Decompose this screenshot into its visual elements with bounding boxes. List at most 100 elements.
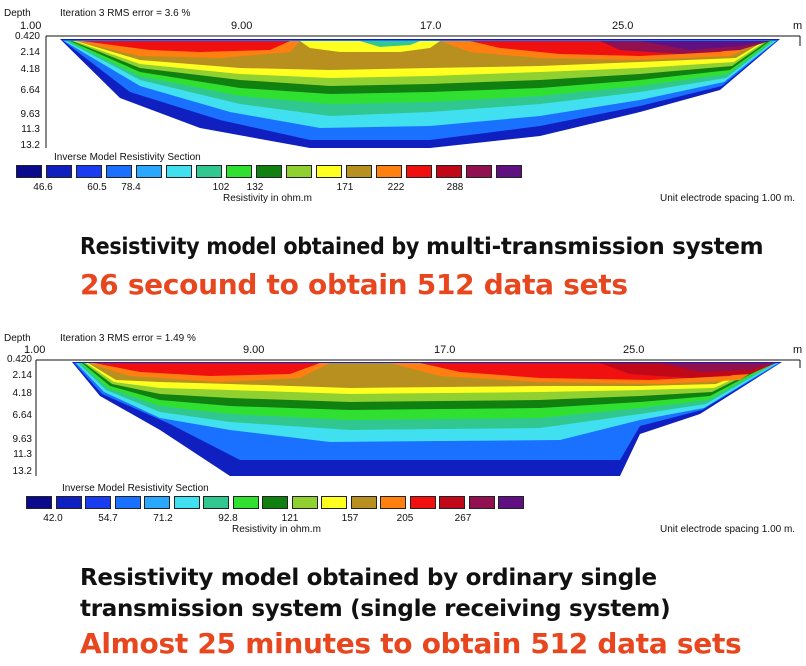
depth-tick: 13.2 bbox=[12, 466, 32, 477]
legend-value: 171 bbox=[336, 182, 354, 193]
legend-value: 46.6 bbox=[33, 182, 53, 193]
legend-swatch bbox=[316, 165, 342, 178]
legend-value: 92.8 bbox=[218, 513, 238, 524]
legend-swatch bbox=[409, 496, 436, 509]
legend-swatch bbox=[376, 165, 402, 178]
x-tick: 9.00 bbox=[243, 344, 265, 356]
legend-swatch bbox=[346, 165, 372, 178]
x-tick: 1.00 bbox=[20, 20, 42, 32]
caption-single-line1: Resistivity model obtained by ordinary s… bbox=[80, 565, 657, 591]
resistivity-section-1 bbox=[45, 35, 801, 148]
x-unit: m bbox=[793, 344, 803, 356]
legend-swatch bbox=[203, 496, 229, 509]
depth-tick: 0.420 bbox=[14, 31, 40, 42]
legend-swatch bbox=[406, 165, 432, 178]
depth-tick: 11.3 bbox=[21, 124, 40, 135]
depth-label: Depth bbox=[4, 8, 31, 19]
legend-swatch bbox=[466, 165, 492, 178]
depth-tick: 6.64 bbox=[12, 410, 32, 421]
legend-swatch bbox=[256, 165, 282, 178]
depth-label: Depth bbox=[4, 333, 31, 344]
legend-swatch bbox=[144, 496, 170, 509]
caption-single-line2: transmission system (single receiving sy… bbox=[80, 596, 671, 622]
caption-emphasis: single bbox=[580, 565, 657, 591]
electrode-spacing-note: Unit electrode spacing 1.00 m. bbox=[660, 193, 796, 204]
depth-tick: 0.420 bbox=[6, 354, 32, 365]
legend-swatch bbox=[232, 496, 259, 509]
legend-axis-label: Resistivity in ohm.m bbox=[232, 524, 321, 535]
legend-value: 267 bbox=[454, 513, 472, 524]
depth-tick: 11.3 bbox=[13, 449, 32, 460]
legend-swatch bbox=[55, 496, 82, 509]
legend-value: 78.4 bbox=[121, 182, 141, 193]
legend-swatch bbox=[46, 165, 72, 178]
legend-swatch bbox=[85, 496, 111, 509]
x-tick: 25.0 bbox=[612, 20, 634, 32]
x-tick: 9.00 bbox=[231, 20, 253, 32]
depth-tick: 4.18 bbox=[12, 388, 32, 399]
legend-swatch bbox=[468, 496, 495, 509]
caption-emphasis: multi-transmission system bbox=[426, 234, 764, 260]
legend-value: 157 bbox=[341, 513, 359, 524]
section-layers bbox=[72, 362, 782, 476]
iteration-text: Iteration 3 RMS error = 1.49 % bbox=[60, 333, 196, 344]
x-tick: 1.00 bbox=[24, 344, 46, 356]
legend-swatch bbox=[436, 165, 462, 178]
legend-value: 54.7 bbox=[98, 513, 118, 524]
legend-swatch bbox=[496, 165, 522, 178]
legend-value: 60.5 bbox=[87, 182, 107, 193]
legend-value: 121 bbox=[281, 513, 299, 524]
caption-multi-transmission: Resistivity model obtained by multi-tran… bbox=[80, 234, 764, 260]
legend-value: 71.2 bbox=[153, 513, 173, 524]
legend-value: 102 bbox=[212, 182, 230, 193]
legend-swatch bbox=[166, 165, 192, 178]
caption-time-single: Almost 25 minutes to obtain 512 data set… bbox=[80, 627, 742, 660]
legend-swatch bbox=[498, 496, 524, 509]
depth-tick: 2.14 bbox=[20, 47, 40, 58]
caption-emphasis: transmission system bbox=[80, 596, 343, 622]
legend-swatch bbox=[262, 496, 288, 509]
panel-multi-transmission: Depth Iteration 3 RMS error = 3.6 % 1.00… bbox=[0, 0, 806, 210]
legend-swatch bbox=[291, 496, 318, 509]
legend-swatch bbox=[114, 496, 141, 509]
caption-text: Resistivity model obtained by ordinary bbox=[80, 565, 581, 591]
x-tick: 17.0 bbox=[434, 344, 456, 356]
legend-value: 288 bbox=[446, 182, 464, 193]
legend-swatch bbox=[26, 496, 52, 509]
legend-swatch bbox=[16, 165, 42, 178]
panel-single-transmission: Depth Iteration 3 RMS error = 1.49 % 1.0… bbox=[0, 330, 806, 540]
legend-value: 205 bbox=[396, 513, 414, 524]
legend-swatch bbox=[439, 496, 465, 509]
caption-text: (single receiving system) bbox=[342, 596, 671, 622]
depth-tick: 4.18 bbox=[20, 64, 40, 75]
legend-swatch bbox=[321, 496, 347, 509]
legend-value: 42.0 bbox=[43, 513, 63, 524]
legend-value: 222 bbox=[387, 182, 405, 193]
legend-axis-label: Resistivity in ohm.m bbox=[223, 193, 312, 204]
legend-swatch bbox=[350, 496, 377, 509]
x-tick: 17.0 bbox=[420, 20, 442, 32]
legend-swatch bbox=[136, 165, 162, 178]
depth-tick: 9.63 bbox=[12, 434, 32, 445]
legend-title: Inverse Model Resistivity Section bbox=[54, 152, 201, 163]
legend-swatch bbox=[173, 496, 200, 509]
legend-value: 132 bbox=[246, 182, 264, 193]
legend-swatch bbox=[76, 165, 102, 178]
resistivity-section-2 bbox=[35, 359, 801, 476]
legend-title: Inverse Model Resistivity Section bbox=[62, 483, 209, 494]
caption-time-multi: 26 secound to obtain 512 data sets bbox=[80, 268, 628, 301]
iteration-text: Iteration 3 RMS error = 3.6 % bbox=[60, 8, 191, 19]
x-tick: 25.0 bbox=[623, 344, 645, 356]
depth-tick: 9.63 bbox=[20, 109, 40, 120]
section-layers bbox=[60, 39, 780, 148]
depth-tick: 2.14 bbox=[12, 370, 32, 381]
caption-text: Resistivity model obtained by bbox=[80, 234, 427, 260]
depth-tick: 6.64 bbox=[20, 85, 40, 96]
legend-swatch bbox=[196, 165, 222, 178]
depth-tick: 13.2 bbox=[20, 140, 40, 151]
legend-swatch bbox=[286, 165, 312, 178]
x-unit: m bbox=[793, 20, 803, 32]
legend-swatch bbox=[380, 496, 406, 509]
legend-swatch bbox=[226, 165, 252, 178]
electrode-spacing-note: Unit electrode spacing 1.00 m. bbox=[660, 524, 796, 535]
